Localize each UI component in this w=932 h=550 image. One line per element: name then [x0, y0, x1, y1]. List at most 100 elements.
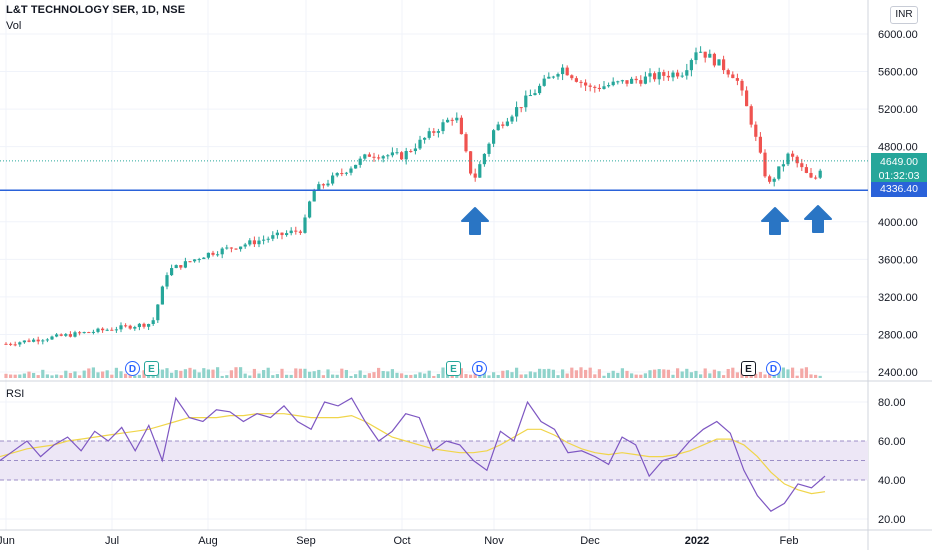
volume-bar: [271, 375, 275, 378]
volume-bar: [340, 368, 344, 378]
volume-bar: [285, 374, 289, 378]
candle-body: [349, 168, 353, 173]
candle-body: [211, 252, 215, 255]
candle-body: [119, 325, 123, 330]
volume-bar: [358, 370, 362, 378]
candle-body: [699, 51, 703, 53]
candle-body: [262, 239, 266, 241]
candle-body: [271, 235, 275, 239]
volume-bar: [220, 375, 224, 378]
volume-bar: [151, 374, 155, 378]
rsi-ma-line: [0, 413, 826, 495]
volume-bar: [179, 370, 183, 378]
volume-bar: [657, 369, 661, 378]
volume-bar: [400, 373, 404, 378]
earnings-badge[interactable]: E: [741, 361, 756, 376]
candle-body: [639, 80, 643, 84]
candle-body: [354, 164, 358, 169]
volume-bar: [579, 367, 583, 378]
volume-bar: [193, 369, 197, 378]
candle-body: [441, 122, 445, 132]
volume-bar: [105, 370, 109, 378]
candle-body: [344, 172, 348, 174]
volume-bar: [726, 368, 730, 378]
volume-bar: [50, 375, 54, 378]
volume-bar: [722, 375, 726, 378]
volume-bar: [78, 375, 82, 378]
candle-body: [165, 275, 169, 287]
candle-body: [551, 76, 555, 78]
candle-body: [482, 153, 486, 165]
candle-body: [96, 328, 100, 332]
volume-bar: [257, 373, 261, 378]
volume-bar: [110, 374, 114, 378]
volume-bar: [763, 374, 767, 378]
candle-body: [266, 238, 270, 240]
candle-body: [758, 136, 762, 153]
candle-body: [800, 163, 804, 168]
currency-button[interactable]: INR: [890, 6, 918, 24]
candle-body: [308, 201, 312, 218]
price-tick-label: 3200.00: [878, 292, 918, 304]
price-tick-label: 2800.00: [878, 329, 918, 341]
candle-body: [602, 86, 606, 89]
volume-bar: [252, 368, 256, 378]
candle-body: [257, 240, 261, 245]
candle-body: [763, 152, 767, 177]
volume-bar: [225, 375, 229, 378]
volume-bar: [55, 374, 59, 378]
candle-body: [680, 75, 684, 77]
candle-body: [395, 152, 399, 154]
volume-bar: [363, 374, 367, 378]
volume-bar: [137, 374, 141, 378]
candle-body: [814, 177, 818, 179]
candle-body: [183, 261, 187, 268]
volume-bar: [680, 371, 684, 378]
volume-bar: [630, 373, 634, 378]
rsi-tick-label: 60.00: [878, 436, 906, 448]
volume-bar: [114, 367, 118, 378]
candle-body: [110, 329, 114, 331]
price-tick-label: 3600.00: [878, 254, 918, 266]
volume-bar: [64, 370, 68, 378]
earnings-badge[interactable]: E: [446, 361, 461, 376]
overlays: [0, 160, 868, 235]
volume-label: Vol: [6, 20, 22, 32]
volume-bar: [501, 370, 505, 378]
candle-body: [528, 95, 532, 97]
candle-body: [616, 81, 620, 83]
candle-body: [547, 76, 551, 79]
volume-bar: [432, 375, 436, 378]
volume-bar: [699, 374, 703, 378]
candle-body: [533, 93, 537, 96]
dividend-badge[interactable]: D: [125, 361, 140, 376]
volume-bar: [542, 369, 546, 378]
volume-bar: [211, 369, 215, 378]
volume-bar: [239, 367, 243, 378]
candle-body: [312, 190, 316, 202]
volume-bar: [124, 373, 128, 378]
candle-body: [124, 325, 128, 327]
volume-bar: [27, 371, 31, 378]
volume-bar: [427, 370, 431, 378]
volume-bar: [777, 371, 781, 378]
support-level-tag: 4336.40: [871, 182, 927, 197]
candle-body: [358, 158, 362, 165]
dividend-badge[interactable]: D: [766, 361, 781, 376]
candle-body: [510, 116, 514, 122]
candle-body: [188, 261, 192, 263]
dividend-badge[interactable]: D: [472, 361, 487, 376]
volume-bar: [202, 368, 206, 378]
volume-bar: [515, 367, 519, 378]
candle-body: [464, 134, 468, 152]
candle-body: [41, 340, 45, 342]
volume-bar: [791, 367, 795, 378]
candle-body: [68, 334, 72, 337]
volume-bar: [275, 374, 279, 378]
volume-bar: [13, 374, 17, 378]
candle-body: [179, 265, 183, 268]
price-tick-label: 2400.00: [878, 367, 918, 379]
earnings-badge[interactable]: E: [144, 361, 159, 376]
volume-bar: [68, 373, 72, 378]
